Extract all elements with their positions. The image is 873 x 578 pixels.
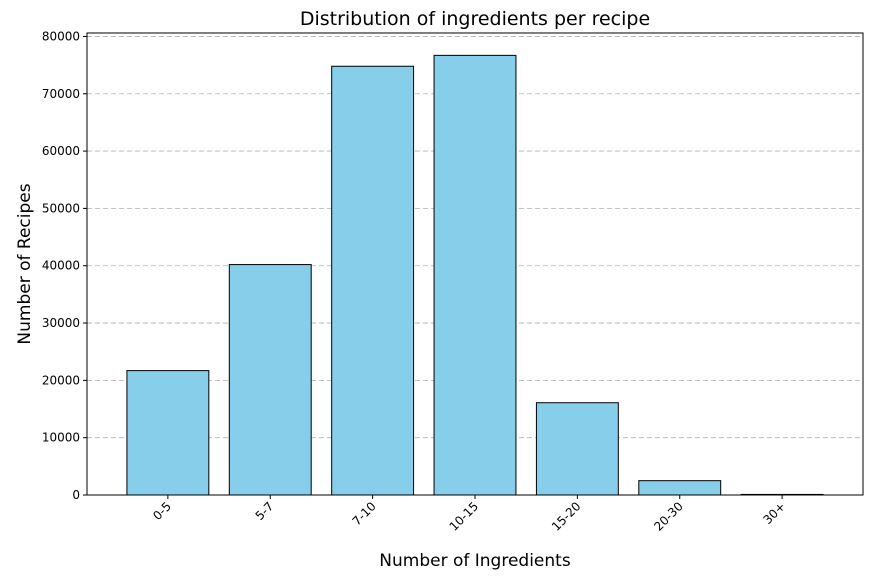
bar-5-7	[228, 264, 312, 496]
y-tick-label: 70000	[42, 87, 80, 101]
y-axis-ticks: 0 10000 20000 30000 40000 50000 60000 70000 8000…	[42, 29, 87, 502]
x-tick-label: 15-20	[549, 499, 584, 534]
y-tick-label: 20000	[42, 373, 80, 387]
y-tick-label: 0	[72, 488, 80, 502]
chart-title: Distribution of ingredients per recipe	[300, 8, 650, 30]
y-tick-label: 80000	[42, 29, 80, 43]
bar-10-15	[433, 54, 517, 496]
bar-7-10	[331, 65, 415, 496]
y-tick-label: 60000	[42, 144, 80, 158]
y-tick-label: 40000	[42, 259, 80, 273]
bar-0-5	[126, 370, 210, 496]
y-axis-label: Number of Recipes	[15, 183, 35, 344]
x-tick-label: 30+	[760, 499, 788, 527]
x-axis-label: Number of Ingredients	[379, 551, 571, 571]
x-tick-label: 10-15	[447, 499, 482, 534]
y-tick-label: 10000	[42, 431, 80, 445]
x-axis-ticks: 0-5 5-7 7-10 10-15 15-20 20-30 30+	[150, 495, 788, 534]
bar-15-20	[535, 402, 619, 496]
x-tick-label: 7-10	[350, 499, 379, 528]
bars	[126, 54, 824, 496]
x-tick-label: 20-30	[651, 499, 686, 534]
y-tick-label: 30000	[42, 316, 80, 330]
bar-20-30	[638, 480, 722, 496]
y-tick-label: 50000	[42, 201, 80, 215]
x-tick-label: 5-7	[253, 499, 277, 523]
x-tick-label: 0-5	[150, 499, 174, 523]
